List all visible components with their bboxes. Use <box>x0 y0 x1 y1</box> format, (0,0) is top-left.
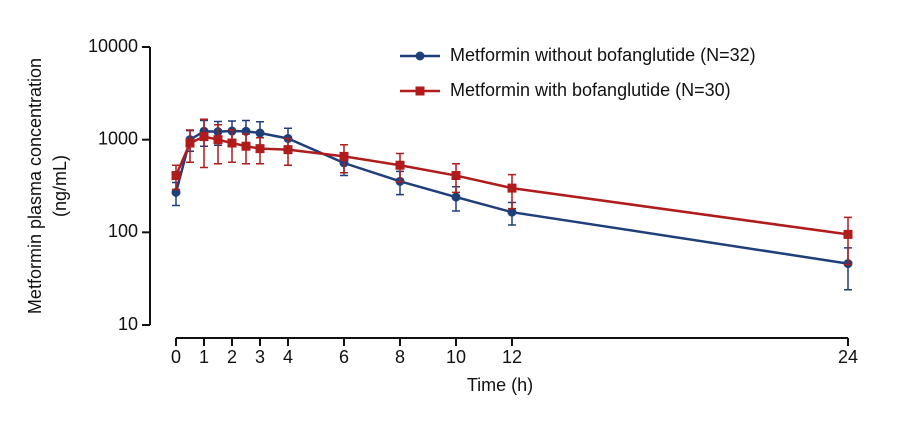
x-tick-label: 8 <box>395 347 405 367</box>
marker <box>507 183 517 193</box>
error-bar <box>214 123 222 165</box>
marker <box>395 160 405 170</box>
x-tick-label: 2 <box>227 347 237 367</box>
marker <box>199 132 209 142</box>
legend-marker <box>415 86 425 96</box>
y-tick-label: 10000 <box>88 36 138 56</box>
marker <box>283 145 293 155</box>
x-tick-label: 3 <box>255 347 265 367</box>
x-tick-label: 0 <box>171 347 181 367</box>
marker <box>451 171 461 181</box>
legend-marker <box>415 51 425 61</box>
x-tick-label: 24 <box>838 347 858 367</box>
x-tick-label: 10 <box>446 347 466 367</box>
marker <box>171 171 181 181</box>
x-tick-label: 12 <box>502 347 522 367</box>
y-axis-label: Metformin plasma concentration (ng/mL) <box>25 58 70 314</box>
marker <box>241 141 251 151</box>
marker <box>843 229 853 239</box>
error-bar <box>844 216 852 266</box>
series <box>171 118 853 266</box>
error-bar <box>200 118 208 169</box>
legend-label: Metformin with bofanglutide (N=30) <box>450 80 731 100</box>
y-tick-label: 1000 <box>98 128 138 148</box>
x-axis-label: Time (h) <box>467 375 533 395</box>
y-axis-label-line: Metformin plasma concentration <box>25 58 45 314</box>
x-tick-label: 4 <box>283 347 293 367</box>
marker <box>227 138 237 148</box>
marker <box>185 138 195 148</box>
marker <box>213 135 223 145</box>
legend-label: Metformin without bofanglutide (N=32) <box>450 45 756 65</box>
marker <box>255 144 265 154</box>
y-tick-label: 100 <box>108 221 138 241</box>
marker <box>507 207 517 217</box>
marker <box>451 192 461 202</box>
marker <box>339 151 349 161</box>
x-tick-label: 6 <box>339 347 349 367</box>
y-tick-label: 10 <box>118 314 138 334</box>
marker <box>255 128 265 138</box>
x-tick-label: 1 <box>199 347 209 367</box>
y-axis-label-line: (ng/mL) <box>50 155 70 217</box>
